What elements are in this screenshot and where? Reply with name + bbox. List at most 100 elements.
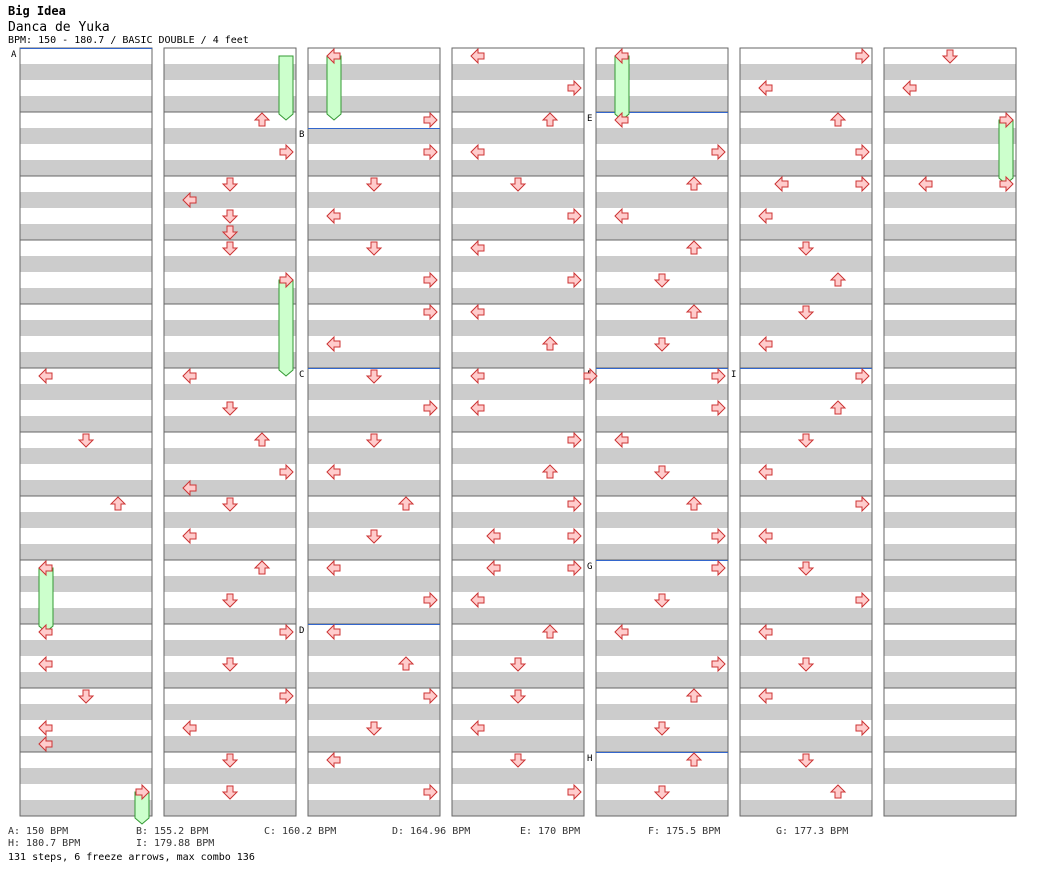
stripe-white <box>452 720 584 736</box>
stripe-gray <box>308 512 440 528</box>
stripe-white <box>308 688 440 704</box>
stripe-gray <box>884 608 1016 624</box>
stripe-white <box>596 304 728 320</box>
stripe-gray <box>20 736 152 752</box>
step-arrow-left <box>614 623 629 641</box>
stripe-white <box>740 720 872 736</box>
stripe-white <box>20 656 152 672</box>
stripe-white <box>164 80 296 96</box>
stripe-white <box>740 496 872 512</box>
stripe-white <box>20 368 152 384</box>
stripe-gray <box>740 800 872 816</box>
stripe-white <box>884 368 1016 384</box>
stripe-white <box>20 752 152 768</box>
stripe-white <box>884 208 1016 224</box>
step-arrow-left <box>182 191 197 209</box>
bpm-change-label: A <box>11 50 17 60</box>
stripe-gray <box>884 480 1016 496</box>
stripe-gray <box>596 768 728 784</box>
freeze-arrow <box>38 567 54 633</box>
step-arrow-up <box>397 496 415 511</box>
stripe-white <box>164 48 296 64</box>
stripe-white <box>308 624 440 640</box>
stripe-white <box>20 144 152 160</box>
stripe-white <box>308 592 440 608</box>
step-arrow-right <box>567 559 582 577</box>
stripe-white <box>20 336 152 352</box>
step-arrow-down <box>797 305 815 320</box>
step-arrow-left <box>38 623 53 641</box>
stripe-gray <box>884 736 1016 752</box>
stripe-gray <box>308 576 440 592</box>
step-arrow-right <box>711 559 726 577</box>
stripe-gray <box>452 672 584 688</box>
stripe-white <box>596 432 728 448</box>
stripe-gray <box>452 192 584 208</box>
stripe-gray <box>740 288 872 304</box>
freeze-arrow <box>998 119 1014 185</box>
stripe-white <box>452 400 584 416</box>
stripe-white <box>596 400 728 416</box>
stripe-gray <box>20 64 152 80</box>
stripe-gray <box>308 736 440 752</box>
freeze-arrow <box>278 279 294 377</box>
step-arrow-left <box>774 175 789 193</box>
stripe-gray <box>164 608 296 624</box>
step-arrow-down <box>365 369 383 384</box>
stripe-white <box>740 48 872 64</box>
stripe-gray <box>884 416 1016 432</box>
stripe-gray <box>596 160 728 176</box>
stripe-gray <box>452 736 584 752</box>
stripe-gray <box>164 384 296 400</box>
stripe-gray <box>308 224 440 240</box>
stripe-white <box>452 112 584 128</box>
step-arrow-up <box>541 336 559 351</box>
stripe-white <box>20 48 152 64</box>
stripe-white <box>740 784 872 800</box>
step-arrow-left <box>758 335 773 353</box>
stripe-gray <box>452 160 584 176</box>
step-arrow-down <box>509 657 527 672</box>
step-arrow-down <box>797 433 815 448</box>
stripe-white <box>20 80 152 96</box>
stripe-white <box>308 112 440 128</box>
song-title: Big Idea <box>8 4 66 18</box>
stripe-gray <box>740 608 872 624</box>
step-arrow-left <box>758 463 773 481</box>
stripe-gray <box>596 800 728 816</box>
stripe-gray <box>884 448 1016 464</box>
stripe-gray <box>20 384 152 400</box>
step-arrow-left <box>470 719 485 737</box>
stripe-gray <box>884 640 1016 656</box>
step-arrow-down <box>653 337 671 352</box>
stripe-white <box>596 176 728 192</box>
stripe-gray <box>20 224 152 240</box>
stripe-gray <box>308 704 440 720</box>
step-arrow-right <box>279 143 294 161</box>
bpm-change-label: I <box>731 370 736 380</box>
stripe-gray <box>20 640 152 656</box>
stripe-gray <box>308 352 440 368</box>
stripe-gray <box>20 672 152 688</box>
stripe-white <box>884 176 1016 192</box>
stripe-white <box>452 784 584 800</box>
step-arrow-right <box>711 527 726 545</box>
step-arrow-left <box>470 303 485 321</box>
stripe-white <box>452 144 584 160</box>
stripe-gray <box>740 384 872 400</box>
step-arrow-down <box>221 209 239 224</box>
stripe-gray <box>164 736 296 752</box>
stripe-white <box>308 144 440 160</box>
stripe-gray <box>596 736 728 752</box>
step-arrow-down <box>653 721 671 736</box>
stripe-gray <box>20 352 152 368</box>
bpm-legend-i: I: 179.88 BPM <box>136 838 215 849</box>
stripe-white <box>452 528 584 544</box>
bpm-legend-f: F: 175.5 BPM <box>648 826 721 837</box>
stripe-white <box>164 304 296 320</box>
stripe-gray <box>164 480 296 496</box>
stripe-gray <box>164 672 296 688</box>
step-arrow-left <box>326 559 341 577</box>
stripe-white <box>740 400 872 416</box>
step-arrow-down <box>221 241 239 256</box>
